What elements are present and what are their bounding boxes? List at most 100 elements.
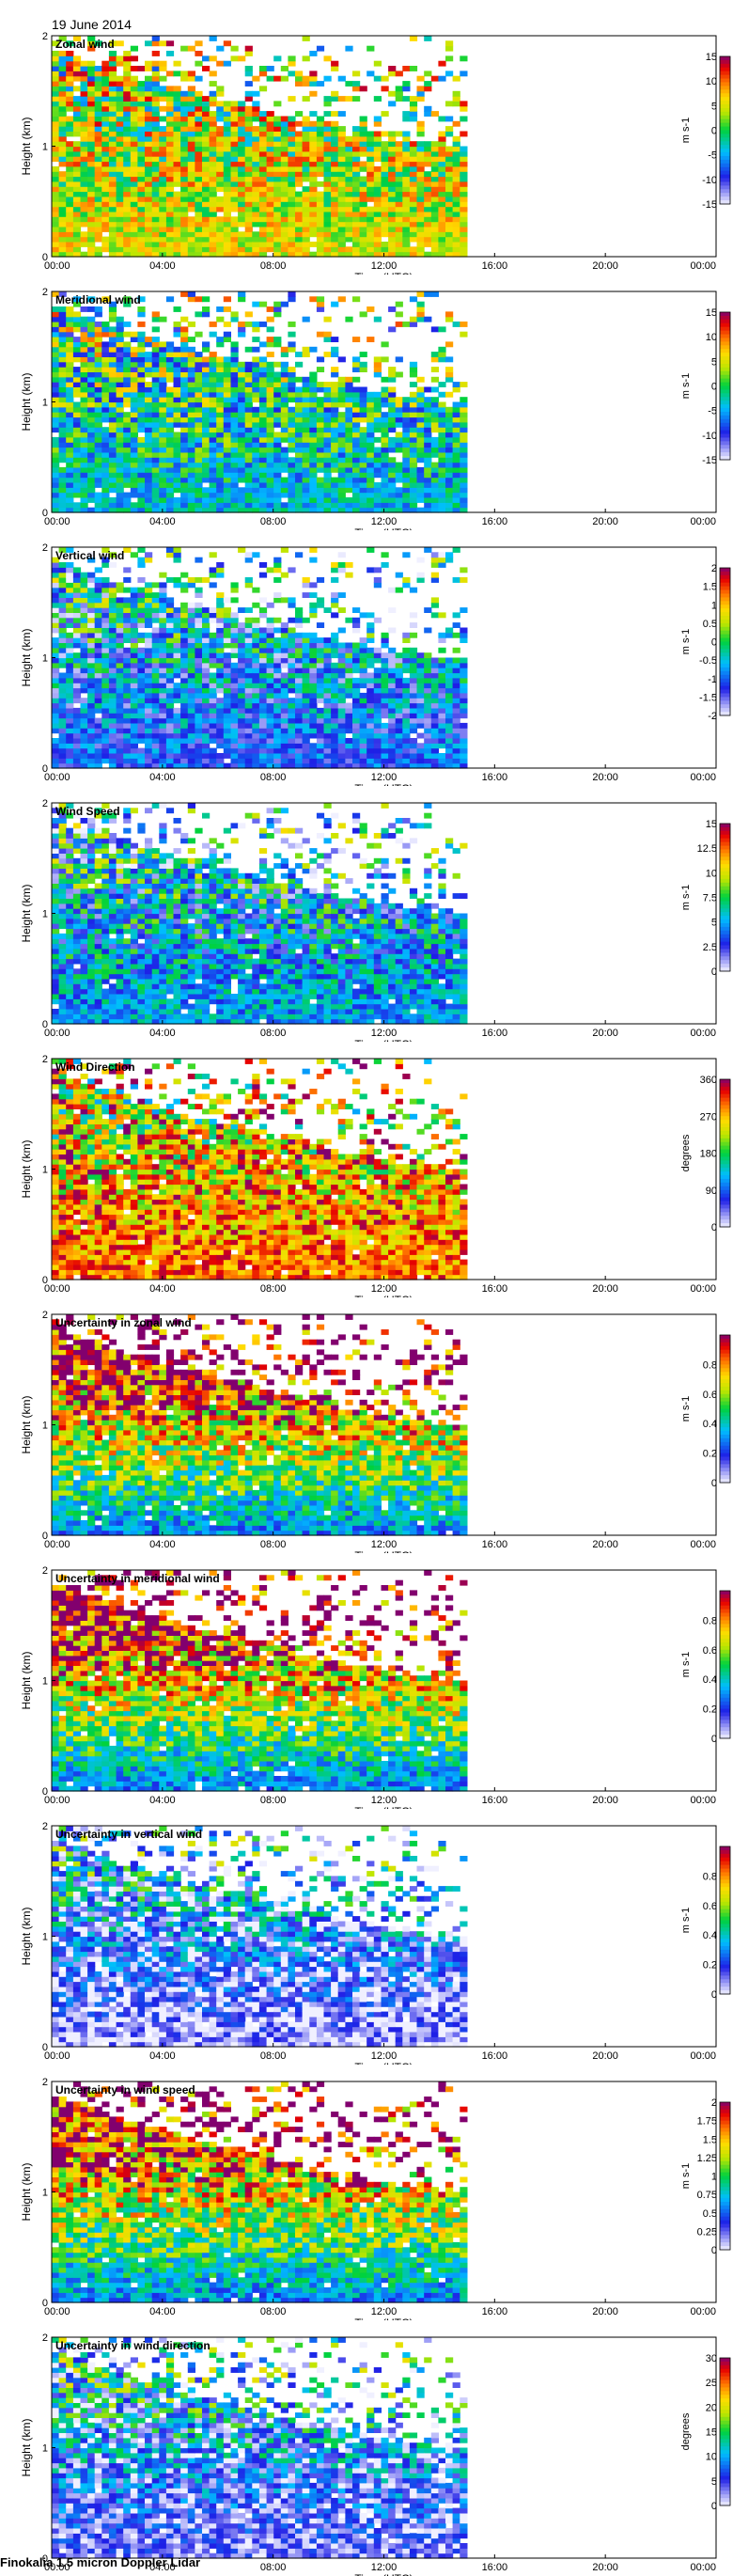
heatmap-cell — [145, 171, 153, 178]
heatmap-cell — [288, 416, 296, 423]
heatmap-cell — [323, 101, 332, 107]
heatmap-cell — [58, 246, 67, 253]
heatmap-cell — [388, 90, 397, 97]
heatmap-cell — [87, 326, 96, 333]
heatmap-cell — [66, 707, 74, 714]
heatmap-cell — [295, 236, 304, 243]
heatmap-cell — [223, 135, 231, 142]
heatmap-cell — [52, 497, 60, 503]
heatmap-cell — [187, 577, 195, 583]
heatmap-cell — [66, 116, 74, 122]
heatmap-cell — [52, 457, 60, 463]
heatmap-cell — [180, 126, 189, 132]
heatmap-cell — [94, 406, 102, 413]
heatmap-cell — [373, 487, 382, 494]
heatmap-cell — [180, 341, 189, 348]
heatmap-cell — [137, 186, 146, 193]
heatmap-cell — [438, 146, 446, 152]
heatmap-cell — [87, 722, 96, 729]
heatmap-cell — [101, 627, 110, 634]
heatmap-cell — [173, 306, 181, 312]
heatmap-cell — [402, 150, 411, 157]
heatmap-cell — [238, 462, 246, 468]
heatmap-cell — [352, 246, 361, 253]
heatmap-cell — [280, 135, 289, 142]
heatmap-cell — [216, 607, 225, 613]
heatmap-cell — [80, 477, 88, 483]
heatmap-cell — [130, 707, 138, 714]
heatmap-cell — [395, 462, 403, 468]
heatmap-cell — [58, 251, 67, 258]
heatmap-cell — [416, 206, 425, 212]
heatmap-cell — [116, 662, 124, 668]
heatmap-cell — [101, 135, 110, 142]
heatmap-cell — [445, 341, 454, 348]
heatmap-cell — [52, 120, 60, 127]
heatmap-cell — [87, 196, 96, 202]
heatmap-cell — [452, 477, 460, 483]
heatmap-cell — [216, 432, 225, 438]
heatmap-cell — [209, 747, 217, 754]
heatmap-cell — [288, 231, 296, 238]
heatmap-cell — [195, 236, 203, 243]
heatmap-cell — [137, 753, 146, 759]
heatmap-cell — [159, 698, 167, 704]
heatmap-cell — [359, 391, 367, 398]
heatmap-cell — [116, 507, 124, 513]
heatmap-cell — [145, 181, 153, 187]
heatmap-cell — [187, 71, 195, 77]
heatmap-cell — [359, 361, 367, 368]
heatmap-cell — [165, 165, 175, 172]
heatmap-cell — [80, 707, 88, 714]
heatmap-cell — [438, 181, 446, 187]
heatmap-cell — [445, 146, 454, 152]
heatmap-cell — [187, 747, 195, 754]
heatmap-cell — [202, 743, 211, 749]
heatmap-cell — [137, 126, 146, 132]
heatmap-cell — [445, 371, 454, 378]
heatmap-cell — [359, 242, 367, 247]
heatmap-cell — [151, 201, 160, 208]
heatmap-cell — [266, 507, 274, 513]
heatmap-cell — [151, 732, 160, 739]
heatmap-cell — [230, 161, 239, 167]
heatmap-cell — [373, 502, 382, 509]
heatmap-cell — [165, 376, 175, 383]
heatmap-cell — [137, 105, 146, 112]
heatmap-cell — [395, 401, 403, 408]
heatmap-cell — [130, 45, 138, 52]
heatmap-cell — [87, 622, 96, 628]
heatmap-cell — [409, 211, 418, 217]
heatmap-cell — [209, 401, 217, 408]
heatmap-cell — [460, 236, 468, 243]
heatmap-cell — [116, 105, 124, 112]
heatmap-cell — [373, 75, 382, 82]
heatmap-cell — [130, 647, 138, 653]
heatmap-cell — [452, 416, 460, 423]
heatmap-cell — [137, 497, 146, 503]
heatmap-cell — [409, 436, 418, 443]
heatmap-cell — [216, 753, 225, 759]
heatmap-cell — [130, 75, 138, 82]
x-tick-label: 16:00 — [482, 516, 508, 527]
heatmap-cell — [195, 101, 203, 107]
heatmap-cell — [359, 466, 367, 473]
heatmap-cell — [309, 412, 318, 418]
heatmap-cell — [452, 231, 460, 238]
heatmap-cell — [345, 156, 353, 163]
heatmap-cell — [309, 451, 318, 458]
heatmap-cell — [416, 311, 425, 318]
heatmap-cell — [72, 296, 82, 303]
heatmap-cell — [402, 86, 411, 92]
heatmap-cell — [373, 412, 382, 418]
heatmap-cell — [180, 692, 189, 699]
heatmap-cell — [123, 728, 132, 734]
colorbar-segment — [720, 104, 730, 109]
heatmap-cell — [209, 698, 217, 704]
heatmap-cell — [180, 728, 189, 734]
heatmap-cell — [395, 246, 403, 253]
heatmap-cell — [123, 597, 132, 604]
heatmap-cell — [151, 40, 160, 47]
heatmap-cell — [366, 71, 375, 77]
heatmap-cell — [151, 221, 160, 228]
